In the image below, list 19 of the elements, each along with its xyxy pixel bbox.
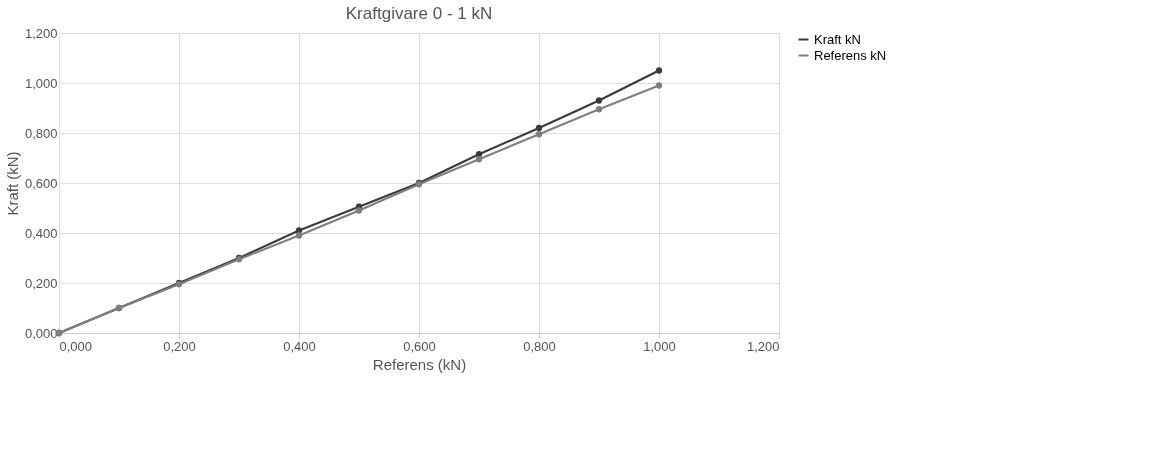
x-tick-label: 0,400	[283, 338, 316, 354]
y-tick-label: 0,400	[24, 225, 58, 241]
y-tick-label: 0,000	[24, 325, 58, 341]
x-axis-title: Referens (kN)	[372, 355, 467, 373]
chart-title: Kraftgivare 0 - 1 kN	[345, 4, 493, 23]
x-tick-label: 0,200	[163, 338, 196, 354]
x-tick-label: 0,000	[59, 338, 93, 354]
legend-label: Kraft kN	[814, 31, 861, 47]
y-axis-title: Kraft (kN)	[3, 151, 21, 216]
y-tick-label: 0,600	[24, 175, 58, 191]
y-tick-label: 1,000	[24, 75, 58, 91]
legend-label: Referens kN	[814, 47, 887, 63]
x-tick-label: 1,200	[746, 338, 780, 354]
x-tick-label: 1,000	[643, 338, 676, 354]
y-tick-label: 0,200	[24, 275, 58, 291]
y-tick-label: 1,200	[24, 25, 58, 41]
x-tick-label: 0,600	[403, 338, 436, 354]
y-tick-label: 0,800	[24, 125, 58, 141]
x-tick-label: 0,800	[523, 338, 556, 354]
